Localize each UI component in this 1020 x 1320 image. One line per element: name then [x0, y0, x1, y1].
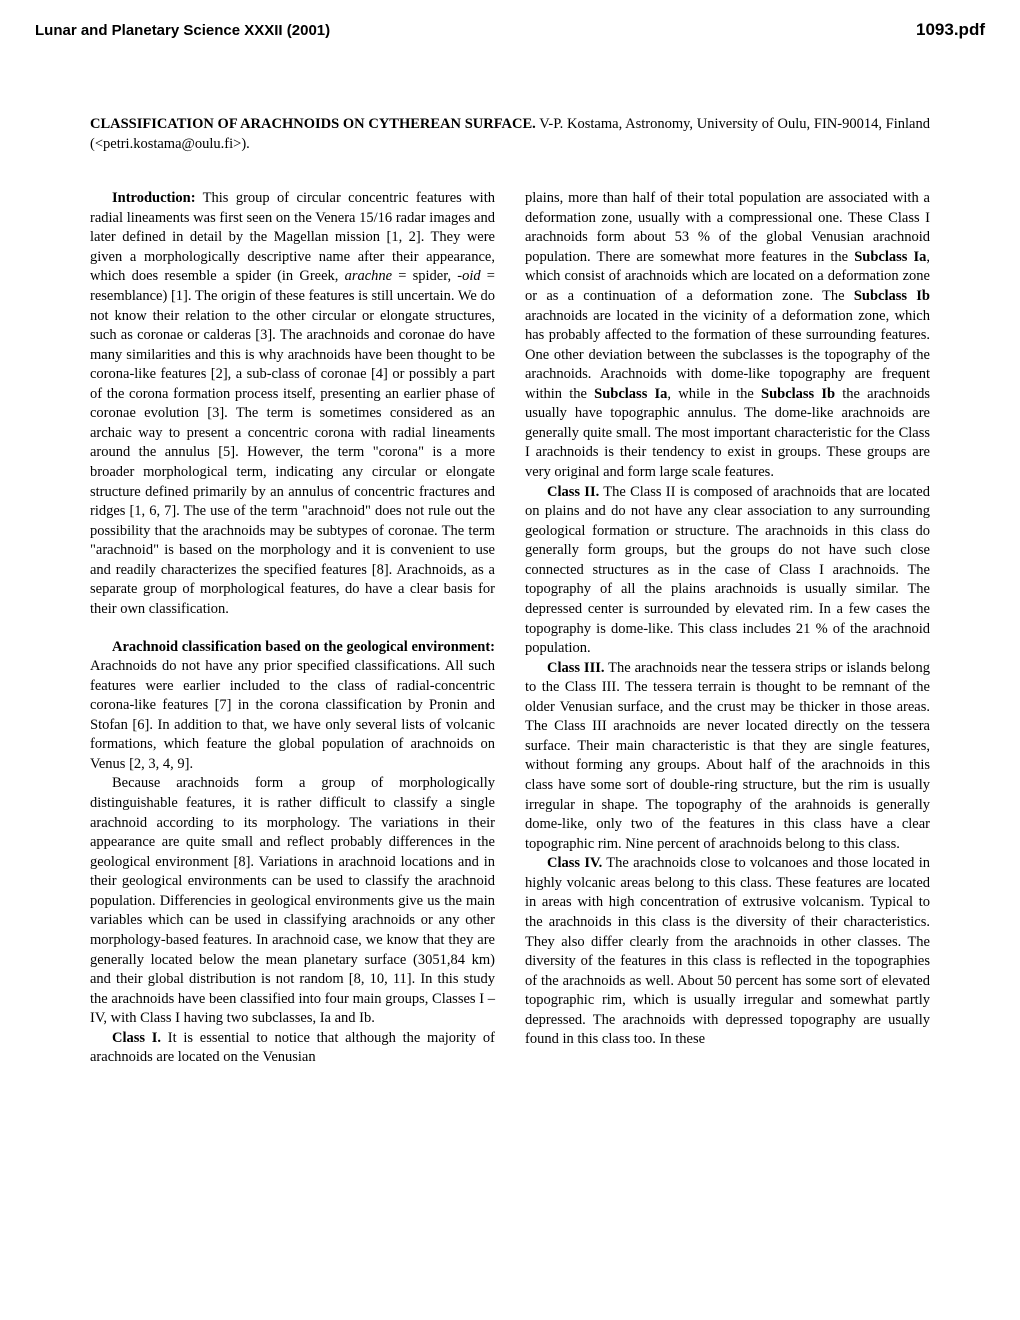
subclass-ib-2: Subclass Ib: [761, 386, 835, 402]
paper-title: CLASSIFICATION OF ARACHNOIDS ON CYTHEREA…: [90, 116, 536, 132]
left-column: Introduction: This group of circular con…: [90, 189, 495, 1068]
document-id: 1093.pdf: [916, 20, 985, 40]
italic-arachne: arachne: [345, 268, 393, 284]
class2-head: Class II.: [547, 484, 599, 500]
class1-paragraph: Class I. It is essential to notice that …: [90, 1029, 495, 1068]
class2-text: The Class II is composed of arachnoids t…: [525, 484, 930, 657]
intro-text-2: = spider, -: [392, 268, 462, 284]
body-columns: Introduction: This group of circular con…: [90, 189, 930, 1068]
env-paragraph-1: Arachnoid classification based on the ge…: [90, 638, 495, 775]
env-paragraph-2: Because arachnoids form a group of morph…: [90, 774, 495, 1028]
class4-head: Class IV.: [547, 855, 602, 871]
subclass-ia-2: Subclass Ia: [594, 386, 667, 402]
class4-text: The arachnoids close to volcanoes and th…: [525, 855, 930, 1047]
class1-head: Class I.: [112, 1030, 161, 1046]
title-block: CLASSIFICATION OF ARACHNOIDS ON CYTHEREA…: [90, 115, 930, 154]
class2-paragraph: Class II. The Class II is composed of ar…: [525, 483, 930, 659]
intro-text-3: = resemblance) [1]. The origin of these …: [90, 268, 495, 617]
class3-paragraph: Class III. The arachnoids near the tesse…: [525, 659, 930, 855]
class3-head: Class III.: [547, 660, 605, 676]
env-head: Arachnoid classification based on the ge…: [112, 639, 495, 655]
intro-head: Introduction:: [112, 190, 196, 206]
italic-oid: oid: [462, 268, 481, 284]
page: Lunar and Planetary Science XXXII (2001)…: [0, 0, 1020, 1098]
class3-text: The arachnoids near the tessera strips o…: [525, 660, 930, 852]
conference-name: Lunar and Planetary Science XXXII (2001): [35, 22, 330, 39]
intro-paragraph: Introduction: This group of circular con…: [90, 189, 495, 619]
right-continuation: plains, more than half of their total po…: [525, 189, 930, 482]
subclass-ib-1: Subclass Ib: [854, 288, 930, 304]
env-text: Arachnoids do not have any prior specifi…: [90, 658, 495, 772]
subclass-ia-1: Subclass Ia: [854, 249, 926, 265]
right-column: plains, more than half of their total po…: [525, 189, 930, 1068]
r1g: , while in the: [667, 386, 761, 402]
page-header: Lunar and Planetary Science XXXII (2001)…: [35, 20, 985, 40]
class4-paragraph: Class IV. The arachnoids close to volcan…: [525, 854, 930, 1050]
